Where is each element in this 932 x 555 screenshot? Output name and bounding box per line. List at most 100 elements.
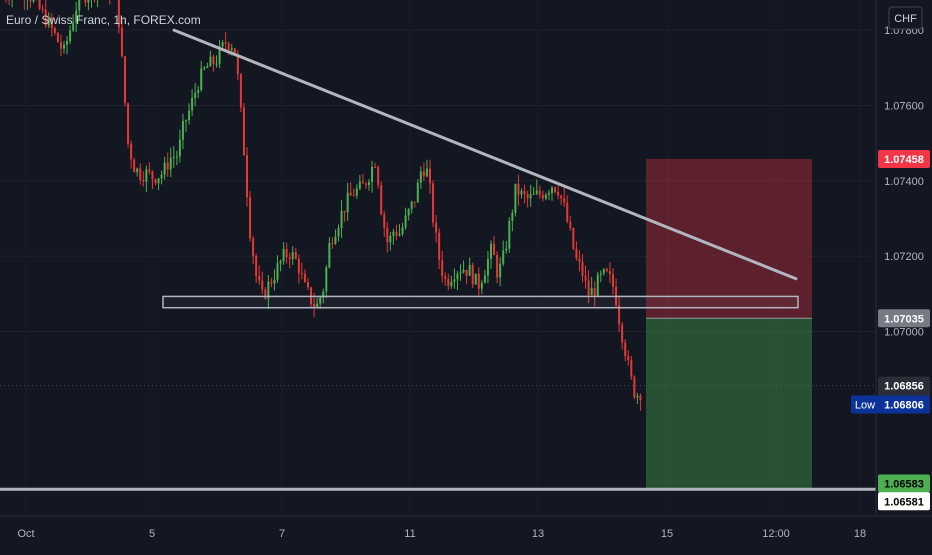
candle-body (599, 273, 602, 275)
candle-body (389, 235, 392, 243)
candle-body (197, 89, 200, 94)
candle-body (239, 74, 242, 108)
candle-body (209, 56, 212, 67)
price-tag-label: 1.07035 (884, 313, 924, 325)
candle-body (185, 120, 187, 122)
price-tick-label: 1.07600 (884, 100, 924, 112)
candle-body (596, 274, 599, 296)
candle-body (273, 279, 276, 284)
candle-body (456, 273, 459, 280)
time-axis[interactable] (0, 516, 932, 550)
candle-body (538, 190, 541, 195)
candle-body (117, 0, 120, 28)
drawings[interactable] (0, 28, 932, 491)
position-tool[interactable] (646, 158, 812, 489)
candle-body (291, 252, 294, 259)
candle-body (547, 193, 550, 195)
take-profit-zone[interactable] (646, 318, 812, 489)
candle-body (608, 271, 611, 275)
candle-body (526, 194, 529, 199)
candle-body (587, 280, 590, 296)
candle-body (212, 56, 215, 65)
candle-body (310, 287, 313, 304)
candle-body (551, 187, 553, 194)
candle-body (383, 214, 386, 228)
candle-body (346, 192, 349, 213)
candle-body (377, 167, 380, 185)
candle-body (316, 303, 319, 308)
candle-body (602, 269, 605, 274)
candle-body (230, 48, 233, 50)
candle-body (154, 179, 157, 184)
candle-body (560, 195, 563, 199)
candle-body (145, 169, 148, 182)
candle-body (450, 281, 453, 287)
candle-body (395, 231, 398, 236)
candle-body (566, 202, 569, 222)
candle-body (511, 212, 514, 221)
candle-body (288, 257, 291, 259)
candle-body (120, 27, 123, 57)
currency-button[interactable] (888, 6, 923, 30)
time-label: 15 (661, 528, 673, 540)
candle-body (69, 30, 72, 42)
candles (5, 0, 642, 411)
candle-body (41, 8, 44, 10)
price-tags: 1.074581.070351.0685614:121.06806Low1.06… (851, 149, 930, 511)
candle-body (29, 0, 32, 2)
candle-body (47, 17, 50, 26)
candle-body (496, 255, 499, 278)
candle-body (462, 269, 465, 273)
support-zone[interactable] (162, 295, 799, 309)
price-tick-label: 1.07000 (884, 326, 924, 338)
candle-body (340, 210, 343, 228)
price-tag-target (878, 474, 930, 493)
candle-body (575, 248, 578, 259)
candle-body (258, 275, 261, 281)
candle-body (413, 201, 416, 203)
stop-loss-zone[interactable] (646, 158, 812, 319)
candle-body (32, 0, 35, 2)
candle-body (166, 162, 169, 170)
candle-body (535, 190, 538, 194)
candle-body (468, 264, 471, 276)
candle-body (441, 260, 444, 277)
candle-body (130, 143, 133, 160)
candle-body (66, 41, 69, 45)
candle-body (505, 248, 508, 251)
candle-body (160, 174, 163, 179)
candle-body (490, 243, 492, 259)
candle-body (252, 238, 255, 257)
trendline[interactable] (172, 28, 798, 281)
time-label: 11 (404, 528, 415, 540)
candle-body (590, 287, 593, 296)
time-axis-labels: Oct 5 7 11 13 15 12:00 18 (17, 528, 866, 540)
time-label: Oct (17, 528, 34, 540)
candle-body (270, 281, 273, 284)
candle-body (163, 162, 166, 175)
candle-body (593, 287, 596, 296)
candle-body (474, 273, 477, 285)
candle-body (422, 171, 425, 177)
candle-body (297, 258, 300, 274)
candle-body (514, 183, 517, 213)
candle-body (499, 263, 502, 278)
candle-body (151, 171, 154, 180)
candle-body (541, 194, 544, 199)
candle-body (477, 273, 480, 289)
candle-body (483, 275, 486, 283)
candle-body (419, 171, 422, 183)
candle-body (72, 22, 75, 31)
candle-body (328, 242, 331, 268)
candle-body (407, 209, 410, 216)
candle-body (480, 282, 483, 289)
price-axis[interactable] (876, 0, 932, 516)
candle-body (401, 227, 404, 234)
candle-body (331, 242, 334, 244)
candle-body (639, 395, 642, 401)
candle-body (87, 0, 90, 3)
candle-body (169, 157, 172, 170)
candle-body (221, 42, 224, 47)
